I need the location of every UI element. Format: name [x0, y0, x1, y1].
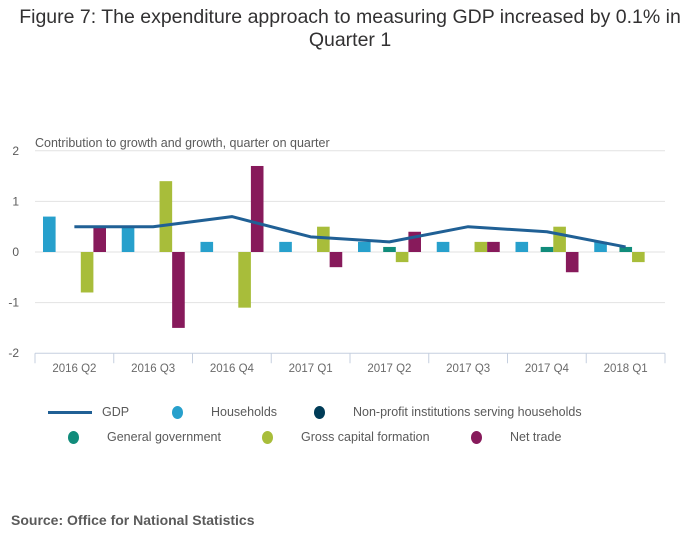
bar-net-trade	[93, 226, 106, 252]
legend-label: General government	[107, 430, 221, 444]
x-tick-label: 2017 Q3	[446, 363, 490, 375]
y-tick-label: 1	[12, 194, 19, 208]
source-note: Source: Office for National Statistics	[11, 512, 255, 528]
legend-item-gdp: GDP	[48, 404, 129, 420]
bar-net-trade	[172, 252, 185, 328]
bar-households	[279, 241, 292, 252]
bar-households	[43, 216, 56, 252]
bar-gross-capital-formation	[474, 241, 488, 252]
legend-dot-icon	[314, 405, 325, 419]
legend-dot-icon	[262, 430, 273, 444]
x-tick-label: 2017 Q4	[525, 363, 570, 375]
bar-households	[436, 241, 450, 252]
legend-line-icon	[48, 410, 92, 414]
y-tick-label: -2	[8, 346, 19, 360]
y-tick-label: 2	[12, 144, 19, 158]
x-tick-label: 2016 Q4	[210, 363, 255, 375]
legend-dot-icon	[471, 430, 482, 444]
bar-gross-capital-formation	[238, 252, 251, 308]
legend-label: Net trade	[510, 430, 562, 444]
bar-net-trade	[487, 241, 500, 252]
y-tick-label: -1	[8, 296, 19, 310]
legend-label: GDP	[102, 405, 130, 419]
bar-households	[358, 241, 371, 252]
legend-label: Gross capital formation	[301, 430, 430, 444]
bar-gross-capital-formation	[80, 252, 94, 293]
bar-households	[515, 241, 529, 252]
legend-item-net-trade: Net trade	[471, 429, 561, 445]
y-axis-ticks: 2 1 0 -1 -2	[8, 144, 19, 360]
legend-label: Non-profit institutions serving househol…	[353, 405, 582, 419]
bar-net-trade	[329, 252, 343, 268]
bar-general-government	[540, 246, 554, 252]
y-tick-label: 0	[12, 245, 19, 259]
bar-gross-capital-formation	[317, 226, 330, 252]
bar-general-government	[619, 246, 633, 252]
bar-net-trade	[565, 252, 579, 273]
legend-dot-icon	[172, 405, 183, 419]
x-tick-label: 2017 Q1	[289, 363, 333, 375]
bar-households	[594, 241, 607, 252]
bar-households	[121, 226, 135, 252]
x-tick-label: 2018 Q1	[604, 363, 648, 375]
legend-item-general-government: General government	[68, 429, 221, 445]
bar-gross-capital-formation	[632, 252, 645, 263]
legend-label: Households	[211, 405, 278, 419]
chart-title: Figure 7: The expenditure approach to me…	[19, 6, 681, 51]
bar-households	[200, 241, 214, 252]
legend-item-households: Households	[172, 404, 277, 420]
x-tick-label: 2017 Q2	[367, 363, 411, 375]
x-axis: 2016 Q2 2016 Q3 2016 Q4 2017 Q1 2017 Q2 2017 …	[34, 352, 666, 375]
bar-gross-capital-formation	[553, 226, 566, 252]
legend-item-npish: Non-profit institutions serving househol…	[314, 404, 582, 420]
gdp-line-group	[74, 215, 626, 249]
bar-general-government	[383, 246, 396, 252]
gdp-line	[74, 215, 626, 249]
bars	[43, 165, 645, 328]
chart-subtitle: Contribution to growth and growth, quart…	[35, 136, 330, 150]
bar-gross-capital-formation	[395, 252, 409, 263]
bar-gross-capital-formation	[159, 181, 173, 252]
legend-item-gross-capital-formation: Gross capital formation	[262, 429, 430, 445]
legend-dot-icon	[68, 430, 79, 444]
x-tick-label: 2016 Q2	[52, 363, 96, 375]
bar-net-trade	[250, 165, 264, 252]
x-tick-label: 2016 Q3	[131, 363, 175, 375]
